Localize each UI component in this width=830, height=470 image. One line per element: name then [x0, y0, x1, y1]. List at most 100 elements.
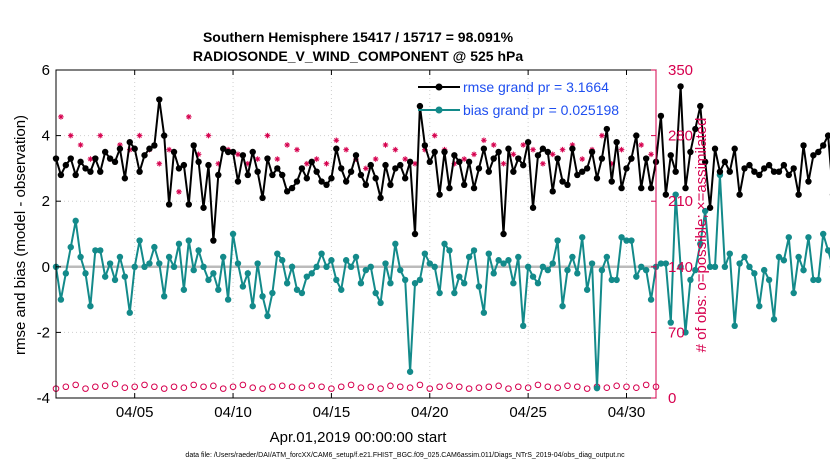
- rmse-point: [593, 175, 601, 182]
- assimilated-count-point: [333, 137, 340, 144]
- bias-point: [269, 289, 276, 297]
- rmse-point: [224, 148, 232, 156]
- bias-point: [406, 368, 414, 375]
- bias-point: [367, 263, 374, 270]
- bias-point: [224, 296, 232, 303]
- rmse-point: [313, 168, 320, 175]
- possible-count-point: [534, 381, 542, 389]
- bias-point: [308, 270, 315, 277]
- bias-point: [377, 299, 384, 307]
- possible-count-point: [465, 385, 473, 392]
- bias-point: [298, 289, 306, 297]
- bias-point: [485, 250, 492, 257]
- rmse-point: [406, 158, 414, 166]
- bias-point: [529, 273, 537, 280]
- rmse-point: [308, 158, 315, 166]
- possible-count-point: [603, 384, 611, 391]
- possible-count-point: [406, 384, 414, 391]
- bias-point: [510, 280, 517, 287]
- bias-point: [431, 263, 438, 270]
- possible-count-point: [82, 385, 89, 392]
- assimilated-count-point: [638, 142, 645, 148]
- bias-point: [800, 266, 807, 274]
- right-y-axis-ticks: 0 70 140 210 280 350: [651, 62, 693, 407]
- rmse-point: [638, 184, 645, 192]
- bias-point: [741, 253, 748, 261]
- right-y-axis-label: # of obs: o=possible; ×=assimilated: [693, 118, 710, 353]
- rmse-point: [677, 83, 684, 90]
- x-tick-label: 04/10: [214, 404, 252, 421]
- rmse-point: [770, 168, 778, 175]
- x-tick-label: 04/15: [313, 404, 351, 421]
- bias-point: [229, 230, 237, 238]
- bias-point: [372, 289, 379, 297]
- bias-point: [795, 253, 802, 261]
- rmse-point: [623, 165, 630, 172]
- rmse-point: [274, 165, 281, 172]
- rmse-point: [269, 171, 276, 179]
- rmse-point: [485, 168, 492, 175]
- rmse-point: [505, 145, 512, 152]
- rmse-point: [751, 168, 758, 175]
- rmse-point: [672, 168, 679, 175]
- rmse-point: [495, 148, 502, 156]
- assimilated-count-point: [471, 151, 477, 158]
- rmse-point: [175, 165, 183, 172]
- x-tick-label: 04/25: [509, 404, 547, 421]
- rmse-point: [583, 165, 591, 172]
- rmse-point: [288, 184, 296, 192]
- possible-count-point: [396, 383, 404, 391]
- possible-count-point: [505, 385, 512, 392]
- bias-point: [569, 253, 576, 261]
- bias-point: [490, 270, 497, 277]
- bias-point: [411, 280, 419, 287]
- rmse-point: [746, 161, 753, 169]
- bias-point: [790, 289, 797, 297]
- rmse-point: [480, 145, 488, 152]
- bias-point: [721, 263, 729, 270]
- bias-point: [279, 257, 286, 264]
- rmse-point: [372, 175, 379, 182]
- possible-count-point: [141, 381, 148, 389]
- rmse-point: [490, 155, 497, 162]
- bias-point: [57, 296, 65, 303]
- bias-point: [67, 243, 74, 251]
- bias-point: [387, 280, 394, 287]
- bias-point: [608, 276, 615, 284]
- bias-point: [401, 276, 409, 284]
- assimilated-count-point: [304, 160, 310, 167]
- rmse-point: [146, 145, 153, 152]
- left-y-tick-label: 0: [42, 259, 50, 276]
- possible-count-point: [583, 385, 591, 392]
- possible-count-point: [574, 383, 581, 391]
- possible-count-point: [160, 385, 168, 392]
- possible-count-point: [623, 383, 630, 391]
- assimilated-count-point: [530, 146, 536, 153]
- possible-count-point: [308, 382, 316, 390]
- rmse-point: [392, 165, 399, 172]
- rmse-point: [185, 201, 192, 208]
- bias-point: [588, 260, 596, 267]
- bias-point: [62, 270, 70, 277]
- rmse-point: [101, 148, 109, 156]
- bias-point: [564, 266, 571, 274]
- possible-count-point: [269, 383, 276, 391]
- bias-point: [682, 329, 689, 336]
- bias-point: [220, 253, 227, 261]
- assimilated-count-point: [510, 151, 517, 158]
- rmse-point: [785, 171, 792, 179]
- rmse-point: [303, 175, 311, 182]
- bias-point: [342, 257, 350, 264]
- rmse-point: [382, 161, 389, 169]
- legend: rmse grand pr = 3.1664 bias grand pr = 0…: [418, 79, 619, 118]
- bias-point: [190, 266, 197, 274]
- bias-point: [672, 191, 679, 198]
- rmse-point: [800, 142, 807, 149]
- possible-count-point: [514, 383, 522, 391]
- rmse-point: [249, 148, 256, 156]
- assimilated-count-point: [382, 142, 389, 148]
- assimilated-count-point: [559, 146, 566, 153]
- rmse-point: [697, 102, 704, 110]
- rmse-point: [662, 191, 670, 198]
- possible-count-point: [446, 382, 453, 390]
